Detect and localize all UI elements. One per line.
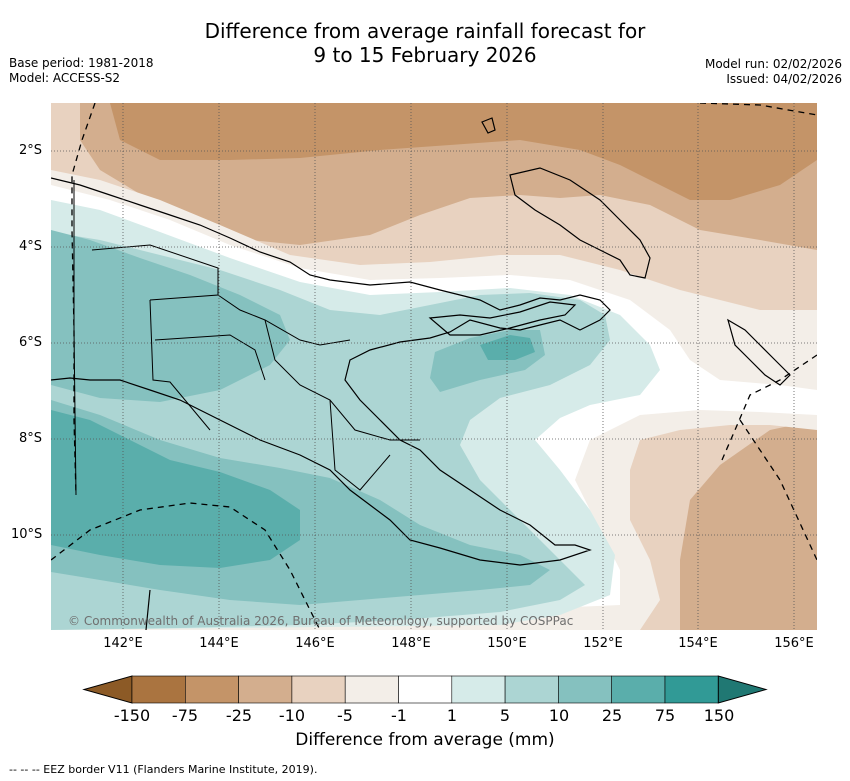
cb-tick-label: 5 [499,706,511,725]
lon-label-152e: 152°E [583,636,623,651]
colorbar-segment [558,675,613,704]
lon-label-148e: 148°E [391,636,431,651]
colorbar [82,675,768,704]
band-se-minus10 [680,420,817,630]
lat-label-6s: 6°S [19,335,43,350]
model-text: Model: ACCESS-S2 [9,71,121,85]
colorbar-extend-low [82,675,133,704]
colorbar-segment [611,675,666,704]
colorbar-segment [664,675,719,704]
border-interior-2 [217,294,351,346]
border-interior-1 [149,299,211,431]
lon-label-154e: 154°E [678,636,718,651]
band-plus10 [51,230,290,402]
lon-label-156e: 156°E [774,636,814,651]
cb-tick-label: 1 [446,706,458,725]
cb-tick-label: -5 [337,706,353,725]
border-interior-4 [329,399,391,491]
title-line-1: Difference from average rainfall forecas… [204,19,646,43]
lon-label-150e: 150°E [487,636,527,651]
lat-label-8s: 8°S [19,431,43,446]
colorbar-segment [504,675,559,704]
eez-legend-note: -- -- -- EEZ border V11 (Flanders Marine… [9,763,318,776]
border-interior-5 [154,334,266,381]
colorbar-segment [344,675,399,704]
australia-cape-york-coast [145,589,151,630]
meta-left: Base period: 1981-2018 Model: ACCESS-S2 [9,56,154,86]
issued-text: Issued: 04/02/2026 [726,72,842,86]
cb-tick-label: 10 [548,706,570,725]
map-title: Difference from average rainfall forecas… [0,19,850,67]
eez-west [71,103,96,496]
eez-southeast [721,354,817,461]
eez-northeast [699,103,817,116]
new-britain-coast [509,167,651,279]
cb-tick-label: -75 [171,706,199,725]
colorbar-segment [185,675,239,704]
lat-label-10s: 10°S [11,527,43,542]
cb-tick-label: -150 [113,706,151,725]
cb-tick-label: -25 [225,706,253,725]
copyright-text: © Commonwealth of Australia 2026, Bureau… [68,614,574,628]
cb-tick-label: 25 [601,706,623,725]
title-line-2: 9 to 15 February 2026 [313,43,537,67]
manus-coast [481,117,496,134]
eez-east-lower [739,419,817,561]
lat-label-4s: 4°S [19,239,43,254]
colorbar-segment [291,675,346,704]
colorbar-segment [238,675,293,704]
meta-right: Model run: 02/02/2026 Issued: 04/02/2026 [705,57,842,87]
eez-borders [51,103,817,630]
base-period-text: Base period: 1981-2018 [9,56,154,70]
border-international [73,180,77,496]
band-minus25 [110,103,817,200]
colorbar-extend-high [717,675,768,704]
border-sandaun-west [91,244,219,301]
lon-label-142e: 142°E [103,636,143,651]
lon-label-146e: 146°E [295,636,335,651]
eez-south [51,502,321,630]
graticule [51,103,817,630]
colorbar-segment [451,675,506,704]
cb-tick-label: 75 [654,706,676,725]
cb-tick-label: -1 [391,706,407,725]
map-area [51,103,817,630]
cb-tick-label: -10 [278,706,306,725]
model-run-text: Model run: 02/02/2026 [704,57,842,71]
band-plus25-central [480,335,535,360]
province-borders [73,180,420,496]
cb-tick-label: 150 [703,706,735,725]
lat-label-2s: 2°S [19,143,43,158]
colorbar-segment [398,675,453,704]
lon-label-144e: 144°E [199,636,239,651]
new-guinea-coast [51,177,611,566]
colorbar-title: Difference from average (mm) [295,730,555,750]
bougainville-coast [727,318,791,386]
colorbar-segment [131,675,186,704]
new-ireland-coast [428,301,577,336]
band-plus25 [51,410,300,568]
coastlines [51,117,791,630]
